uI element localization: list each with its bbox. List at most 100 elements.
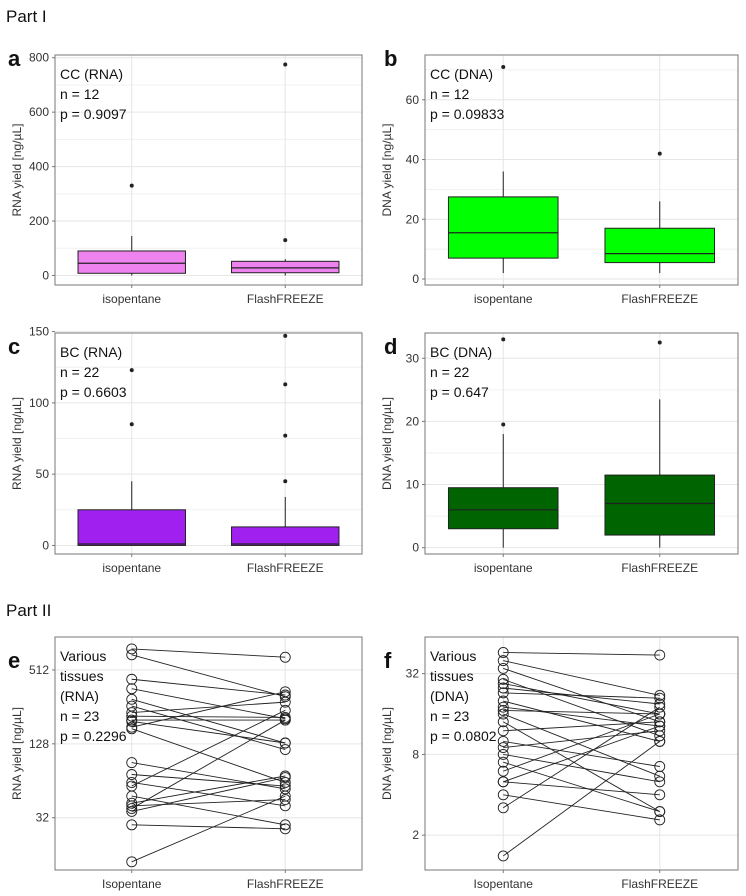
pair-line [131, 799, 286, 807]
point-flashfreeze [279, 772, 291, 783]
pair-line [503, 692, 660, 699]
point-isopentane [126, 777, 138, 788]
point-isopentane [126, 797, 138, 809]
pair-line [503, 713, 660, 777]
pair-line [131, 678, 286, 696]
point-isopentane [497, 678, 509, 689]
plot-frame [424, 332, 739, 555]
point-isopentane [126, 805, 138, 817]
box [447, 487, 559, 530]
point-flashfreeze [279, 686, 291, 698]
pair-line [503, 706, 660, 809]
outlier-point [129, 422, 134, 427]
pair-line [131, 715, 286, 718]
point-isopentane [126, 819, 138, 831]
pair-line [131, 728, 286, 783]
point-isopentane [126, 710, 138, 722]
annotation-line: Various [430, 648, 476, 664]
point-isopentane [497, 708, 509, 720]
y-axis-label: RNA yield [ng/µL] [10, 707, 24, 800]
plot-frame [424, 636, 739, 871]
annotation-line: n = 12 [60, 86, 100, 102]
plot-frame [54, 54, 363, 286]
plot-frame [54, 636, 363, 871]
point-isopentane [497, 725, 509, 737]
point-flashfreeze [654, 776, 666, 788]
plot-frame [424, 54, 739, 286]
point-flashfreeze [279, 711, 291, 723]
y-tick-label: 0 [42, 268, 49, 282]
annotation-line: p = 0.9097 [60, 106, 127, 122]
point-flashfreeze [279, 714, 291, 726]
point-flashfreeze [654, 720, 666, 732]
y-tick-label: 20 [406, 414, 420, 428]
panel-d: 0 10 20 30 isopentane FlashFREEZE DNA yield [n… [380, 332, 739, 575]
pair-line [131, 691, 286, 728]
section-label-part-2: Part II [6, 601, 51, 620]
annotation-line: Various [60, 648, 106, 664]
panel-letter: a [8, 46, 21, 71]
y-tick-label: 128 [29, 737, 49, 751]
box [77, 250, 186, 274]
point-isopentane [497, 662, 509, 674]
point-isopentane [497, 765, 509, 777]
y-tick-label: 100 [29, 396, 49, 410]
y-tick-label: 0 [42, 538, 49, 552]
point-isopentane [126, 643, 138, 655]
section-label-part-1: Part I [6, 7, 47, 26]
point-isopentane [497, 742, 509, 753]
outlier-point [283, 479, 288, 484]
panel-letter: e [8, 648, 20, 673]
point-flashfreeze [654, 716, 666, 728]
annotation-line: p = 0.647 [430, 384, 489, 400]
x-tick-label: FlashFREEZE [247, 561, 324, 575]
y-tick-label: 8 [412, 747, 419, 761]
y-tick-label: 800 [29, 51, 49, 65]
point-isopentane [497, 655, 509, 667]
point-flashfreeze [654, 735, 666, 747]
panel-letter: f [384, 648, 392, 673]
x-tick-label: FlashFREEZE [621, 292, 698, 306]
y-tick-label: 512 [29, 663, 49, 677]
annotation-line: p = 0.2296 [60, 728, 127, 744]
panel-e: 32 128 512 Isopentane FlashFREEZE RNA yield [… [8, 636, 363, 891]
y-tick-label: 20 [406, 212, 420, 226]
pair-line [503, 725, 660, 783]
annotation-line: n = 12 [430, 86, 470, 102]
x-tick-label: FlashFREEZE [621, 561, 698, 575]
x-tick-label: FlashFREEZE [247, 877, 324, 891]
point-isopentane [497, 789, 509, 801]
point-flashfreeze [279, 783, 291, 795]
point-flashfreeze [654, 690, 666, 701]
box [77, 509, 186, 546]
point-flashfreeze [654, 761, 666, 772]
panel-b: 0 20 40 60 isopentane FlashFREEZE DNA yield [n… [380, 46, 739, 306]
point-isopentane [126, 683, 138, 695]
point-isopentane [497, 701, 509, 713]
point-isopentane [126, 803, 138, 815]
point-flashfreeze [279, 744, 291, 755]
y-tick-label: 2 [412, 828, 419, 842]
y-axis-label: DNA yield [ng/µL] [380, 707, 394, 800]
y-axis-label: DNA yield [ng/µL] [380, 124, 394, 217]
outlier-point [657, 151, 662, 156]
point-isopentane [497, 682, 509, 694]
pair-line [131, 795, 286, 863]
x-tick-label: FlashFREEZE [621, 877, 698, 891]
annotation-line: tissues [60, 668, 104, 684]
pair-line [131, 709, 286, 787]
point-flashfreeze [654, 789, 666, 801]
pair-line [131, 777, 286, 812]
point-isopentane [126, 693, 138, 705]
pair-line [503, 710, 660, 715]
point-flashfreeze [279, 823, 291, 835]
outlier-point [129, 368, 134, 373]
point-flashfreeze [279, 819, 291, 831]
y-tick-label: 40 [406, 153, 420, 167]
point-isopentane [497, 705, 509, 716]
point-isopentane [497, 756, 509, 768]
y-axis-label: RNA yield [ng/µL] [10, 124, 24, 217]
point-isopentane [497, 735, 509, 747]
outlier-point [283, 433, 288, 438]
